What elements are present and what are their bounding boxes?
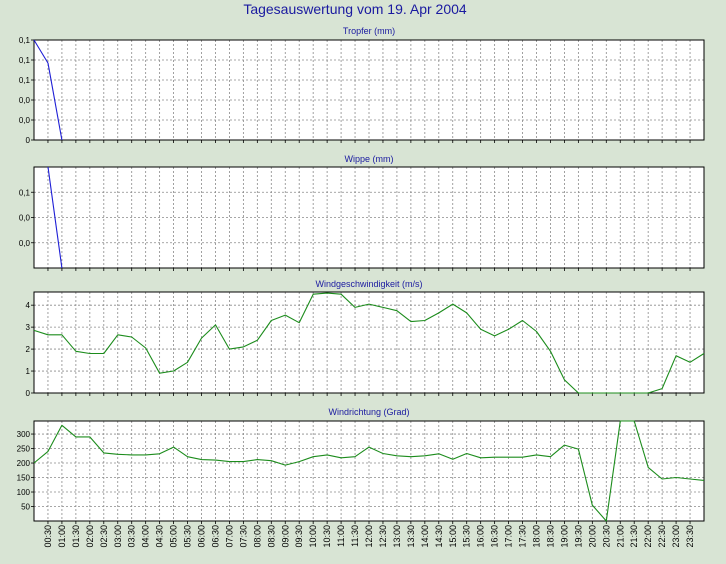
x-tick-label: 10:00 [308, 525, 318, 548]
y-tick-label: 0,0 [19, 214, 31, 223]
y-tick-label: 150 [17, 474, 31, 483]
x-tick-label: 08:30 [266, 525, 276, 548]
plot-frame [33, 291, 705, 394]
x-tick-label: 20:30 [601, 525, 611, 548]
x-tick-label: 05:30 [183, 525, 193, 548]
y-tick-label: 3 [26, 323, 31, 332]
x-tick-label: 01:00 [57, 525, 67, 548]
x-tick-label: 09:30 [294, 525, 304, 548]
charts-layer: Tropfer (mm) 0 0,0 0,0 0,1 0,1 0,1 Wippe (mm) 0,… [17, 26, 705, 524]
series-line [47, 166, 63, 269]
y-tick-label: 250 [17, 445, 31, 454]
y-tick-label: 0,0 [19, 116, 31, 125]
page-title: Tagesauswertung vom 19. Apr 2004 [243, 1, 467, 17]
plot-frame [33, 166, 705, 269]
y-tick-label: 0,1 [19, 76, 31, 85]
x-tick-label: 16:30 [490, 525, 500, 548]
y-tick-label: 0 [26, 389, 31, 398]
x-tick-label: 12:30 [378, 525, 388, 548]
x-tick-label: 15:00 [448, 525, 458, 548]
chart-panel-3: Windgeschwindigkeit (m/s) 0 1 2 3 4 [26, 279, 705, 398]
x-tick-label: 01:30 [71, 525, 81, 548]
x-tick-label: 16:00 [476, 525, 486, 548]
x-tick-label: 04:30 [155, 525, 165, 548]
x-tick-label: 23:30 [685, 525, 695, 548]
x-tick-label: 17:00 [504, 525, 514, 548]
x-tick-label: 09:00 [280, 525, 290, 548]
x-tick-label: 13:30 [406, 525, 416, 548]
x-tick-label: 05:00 [169, 525, 179, 548]
x-tick-label: 06:30 [211, 525, 221, 548]
chart-panel-1: Tropfer (mm) 0 0,0 0,0 0,1 0,1 0,1 [19, 26, 705, 145]
y-tick-label: 0,1 [19, 188, 31, 197]
y-tick-label: 4 [26, 301, 31, 310]
x-tick-label: 12:00 [364, 525, 374, 548]
series-line [33, 39, 63, 141]
x-tick-label: 07:00 [224, 525, 234, 548]
series-line [33, 292, 705, 394]
y-tick-label: 0 [26, 136, 31, 145]
plot-frame [33, 420, 705, 522]
x-tick-label: 19:00 [559, 525, 569, 548]
x-tick-label: 21:30 [629, 525, 639, 548]
x-tick-label: 21:00 [615, 525, 625, 548]
chart-title: Wippe (mm) [345, 154, 394, 164]
x-tick-label: 17:30 [518, 525, 528, 548]
y-tick-label: 2 [26, 345, 31, 354]
x-tick-label: 18:00 [532, 525, 542, 548]
y-tick-label: 300 [17, 430, 31, 439]
x-tick-label: 02:00 [85, 525, 95, 548]
y-tick-label: 100 [17, 488, 31, 497]
x-tick-label: 11:30 [350, 525, 360, 547]
x-tick-label: 04:00 [141, 525, 151, 548]
x-tick-label: 03:00 [113, 525, 123, 548]
y-tick-label: 0,0 [19, 239, 31, 248]
x-tick-label: 14:30 [434, 525, 444, 548]
x-tick-label: 00:30 [43, 525, 53, 548]
chart-title: Windgeschwindigkeit (m/s) [315, 279, 422, 289]
plot-frame [33, 39, 705, 141]
y-tick-label: 0,1 [19, 56, 31, 65]
y-tick-label: 1 [26, 367, 31, 376]
x-tick-label: 08:00 [252, 525, 262, 548]
x-tick-label: 19:30 [573, 525, 583, 548]
x-tick-label: 13:00 [392, 525, 402, 548]
x-tick-label: 06:00 [197, 525, 207, 548]
x-tick-label: 10:30 [322, 525, 332, 548]
x-tick-label: 15:30 [462, 525, 472, 548]
y-tick-label: 50 [21, 503, 30, 512]
time-axis: 00:30 01:00 01:30 02:00 02:30 03:00 03:30 04:00… [43, 525, 695, 548]
y-tick-label: 200 [17, 459, 31, 468]
x-tick-label: 18:30 [546, 525, 556, 548]
x-tick-label: 11:00 [336, 525, 346, 547]
x-tick-label: 03:30 [127, 525, 137, 548]
chart-title: Tropfer (mm) [343, 26, 395, 36]
x-tick-label: 22:00 [643, 525, 653, 548]
x-tick-label: 14:00 [420, 525, 430, 548]
x-tick-label: 07:30 [238, 525, 248, 548]
x-tick-label: 20:00 [587, 525, 597, 548]
x-tick-label: 02:30 [99, 525, 109, 548]
y-tick-label: 0,1 [19, 36, 31, 45]
series-line [33, 420, 705, 522]
chart-panel-4: Windrichtung (Grad) 50 100 150 200 250 300 [17, 407, 705, 524]
x-tick-label: 22:30 [657, 525, 667, 548]
chart-panel-2: Wippe (mm) 0,0 0,0 0,1 [19, 154, 705, 271]
y-tick-label: 0,0 [19, 96, 31, 105]
x-tick-label: 23:00 [671, 525, 681, 548]
chart-title: Windrichtung (Grad) [328, 407, 409, 417]
